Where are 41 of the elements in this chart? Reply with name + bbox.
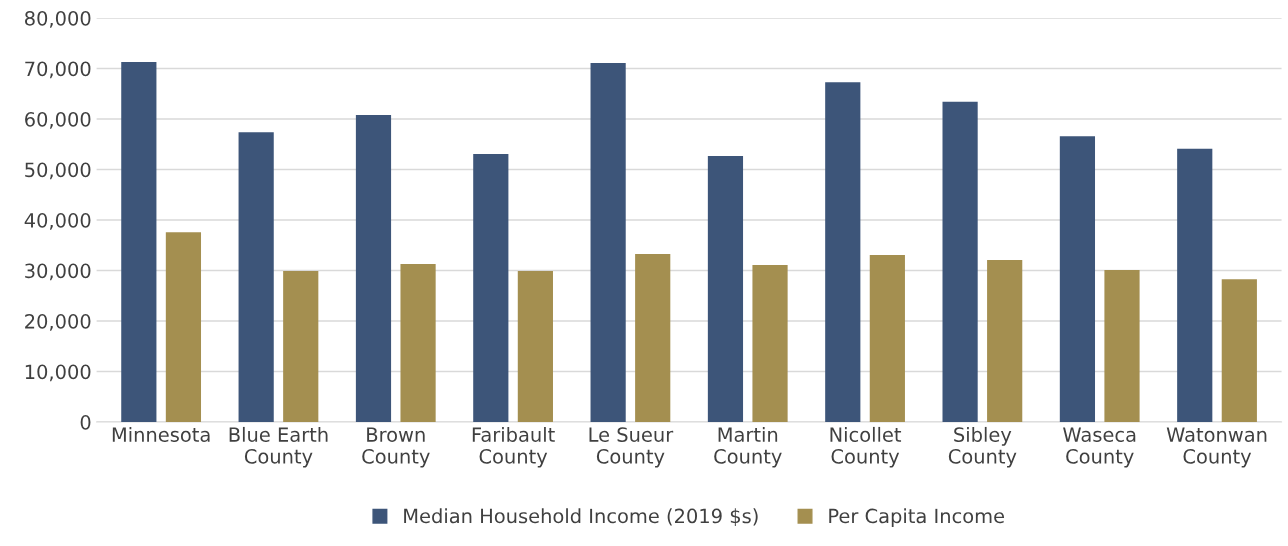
y-tick-label: 80,000: [25, 10, 91, 28]
x-tick-label: Blue Earth County: [229, 426, 328, 468]
x-tick-label: Nicollet County: [830, 426, 902, 468]
bar: [635, 253, 671, 423]
y-tick-label: 0: [80, 415, 91, 430]
y-tick-label: 70,000: [25, 61, 91, 79]
bar: [707, 155, 744, 423]
bar: [1177, 148, 1213, 423]
x-tick-label: Le Sueur County: [589, 427, 674, 468]
bar: [517, 271, 553, 423]
bar: [165, 232, 202, 423]
bar: [283, 271, 319, 423]
bar: [1059, 136, 1096, 423]
bar: [942, 101, 978, 423]
legend-label: Median Household Income (2019 $s): [404, 508, 758, 526]
bar: [355, 114, 392, 423]
y-tick-label: 20,000: [25, 314, 91, 331]
y-tick-label: 60,000: [25, 111, 91, 129]
y-tick-label: 50,000: [25, 162, 91, 180]
bar: [1104, 270, 1140, 423]
bar: [987, 259, 1023, 423]
bar: [400, 263, 436, 423]
y-tick-label: 40,000: [24, 212, 91, 230]
x-tick-label: Minnesota: [112, 426, 210, 442]
bar: [238, 132, 274, 423]
bar: [121, 61, 157, 423]
x-tick-label: Sibley County: [948, 426, 1017, 468]
x-tick-label: Faribault County: [472, 426, 555, 468]
legend-label: Per Capita Income: [829, 508, 1005, 528]
y-tick-label: 30,000: [25, 263, 91, 281]
bar: [825, 82, 861, 423]
bar: [869, 254, 905, 423]
x-tick-label: Watonwan County: [1166, 427, 1267, 468]
x-tick-label: Brown County: [362, 427, 430, 468]
x-tick-label: Martin County: [714, 426, 782, 468]
bar: [590, 62, 626, 423]
bar: [1221, 279, 1257, 423]
bar: [752, 264, 788, 423]
x-tick-label: Waseca County: [1063, 427, 1136, 468]
bar: [473, 153, 509, 423]
y-tick-label: 10,000: [25, 364, 91, 382]
